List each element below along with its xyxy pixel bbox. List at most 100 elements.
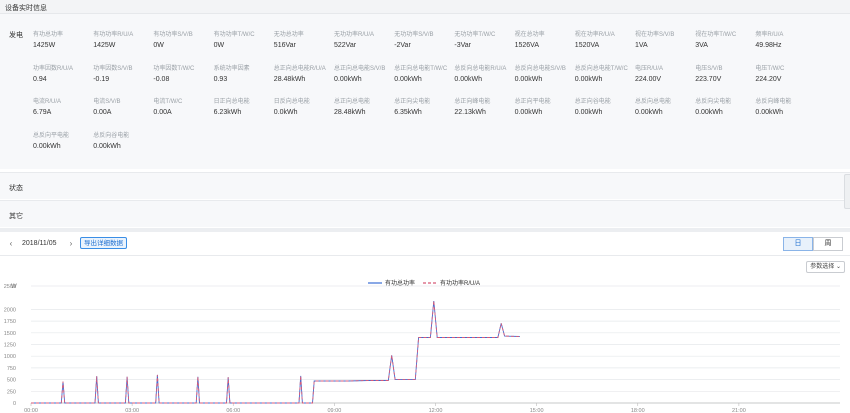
metric-cell: 系统功率因素 0.93 (214, 63, 274, 83)
metric-value: 0.00kWh (454, 76, 483, 83)
metric-cell: 总反向总电能R/U/A 0.00kWh (454, 63, 514, 83)
y-tick-label: 250 (7, 389, 16, 395)
metric-value: 0.00kWh (574, 109, 603, 116)
x-tick-label: 03:00 (125, 408, 139, 413)
metric-label: 总正向尖电能 (394, 99, 431, 105)
metric-cell: 总正向总电能T/W/C 0.00kWh (394, 63, 454, 83)
y-tick-label: 2500 (4, 284, 16, 290)
x-tick-label: 15:00 (530, 408, 544, 413)
metric-value: 28.48kWh (334, 109, 366, 116)
metric-value: 1425W (93, 42, 116, 49)
metric-cell: 总正向总电能 28.48kWh (334, 96, 394, 116)
status-section[interactable]: 状态 (0, 172, 850, 199)
metric-value: 0.00A (153, 109, 172, 116)
metric-value: 3VA (695, 42, 708, 49)
next-date-arrow-icon[interactable]: › (69, 239, 73, 248)
metric-label: 无功功率T/W/C (454, 32, 496, 38)
metric-value: -0.19 (93, 76, 110, 83)
x-tick-label: 06:00 (226, 408, 240, 413)
metric-cell: 总反向谷电能 0.00kWh (93, 130, 153, 150)
side-collapse-handle[interactable] (844, 174, 850, 209)
metric-cell: 视在功率T/W/C 3VA (695, 29, 755, 49)
metric-cell: 总正向总电能R/U/A 28.48kWh (274, 63, 334, 83)
metric-value: -3Var (454, 42, 471, 49)
metric-label: 功率因数R/U/A (33, 66, 74, 72)
metric-cell: 有功功率S/V/B 0W (153, 29, 213, 49)
metric-label: 视在功率T/W/C (695, 32, 737, 38)
tab-week[interactable]: 周 (813, 237, 843, 251)
metric-value: 6.79A (33, 109, 52, 116)
metric-label: 总反向峰电能 (755, 99, 792, 105)
y-tick-label: 1000 (4, 354, 16, 360)
metric-value: 0.00kWh (635, 109, 663, 116)
metric-value: 6.35kWh (394, 109, 422, 116)
metric-label: 有功功率R/U/A (93, 32, 134, 38)
metric-label: 频率R/U/A (755, 32, 784, 38)
metric-cell: 有功总功率 1425W (33, 29, 93, 49)
metric-value: 0.00kWh (394, 76, 422, 83)
metric-label: 电流T/W/C (153, 99, 183, 105)
page-title: 设备实时信息 (5, 5, 47, 12)
power-line-chart: W 0 250 500 750 1000 1250 1500 1750 2000 2500 00:00… (4, 279, 840, 413)
y-tick-label: 1250 (4, 343, 16, 349)
metric-label: 系统功率因素 (213, 66, 250, 72)
metric-value: 0W (213, 42, 225, 49)
metric-cell: 总正向谷电能 0.00kWh (575, 96, 635, 116)
metric-cell: 总反向峰电能 0.00kWh (755, 96, 815, 116)
metric-label: 总反向谷电能 (93, 133, 130, 139)
metric-cell: 总反向总电能T/W/C 0.00kWh (575, 63, 635, 83)
other-section[interactable]: 其它 (0, 200, 850, 227)
metric-cell: 总正向平电能 0.00kWh (515, 96, 575, 116)
metric-cell: 功率因数S/V/B -0.19 (93, 63, 153, 83)
tab-day[interactable]: 日 (783, 237, 813, 251)
status-section-label: 状态 (9, 185, 23, 192)
y-tick-label: 0 (13, 401, 16, 407)
metric-label: 总反向总电能 (635, 99, 672, 105)
x-tick-label: 21:00 (732, 408, 746, 413)
metric-label: 总反向尖电能 (695, 99, 732, 105)
metric-value: 1526VA (514, 42, 539, 49)
y-tick-label: 1500 (4, 331, 16, 337)
metric-label: 有功总功率 (33, 32, 64, 38)
metric-cell: 视在功率R/U/A 1520VA (575, 29, 635, 49)
metric-cell: 总正向尖电能 6.35kWh (394, 96, 454, 116)
param-select-dropdown[interactable]: 参数选择 ⌄ (806, 261, 845, 273)
metric-value: 0.00kWh (334, 76, 362, 83)
metric-cell: 无功总功率 516Var (274, 29, 334, 49)
metric-label: 无功功率S/V/B (394, 32, 434, 38)
metric-cell: 总正向峰电能 22.13kWh (454, 96, 514, 116)
metric-cell: 频率R/U/A 49.98Hz (755, 29, 815, 49)
x-tick-label: 12:00 (429, 408, 443, 413)
metric-cell: 无功功率S/V/B -2Var (394, 29, 454, 49)
metric-value: 0.00kWh (755, 109, 784, 116)
metric-value: 0.00kWh (514, 109, 543, 116)
metric-label: 电流S/V/B (93, 99, 121, 105)
chart-toolbar: ‹ 2018/11/05 › 导出详细数据 日 周 (0, 232, 850, 256)
metric-label: 电流R/U/A (33, 99, 62, 105)
metric-label: 总反向总电能S/V/B (514, 66, 566, 72)
metric-label: 总正向总电能S/V/B (334, 66, 386, 72)
metric-cell: 总正向总电能S/V/B 0.00kWh (334, 63, 394, 83)
metric-value: -2Var (394, 42, 411, 49)
y-tick-label: 750 (7, 366, 16, 372)
date-picker[interactable]: 2018/11/05 (22, 240, 57, 247)
metric-label: 无功总功率 (273, 32, 304, 38)
metric-label: 有功功率S/V/B (153, 32, 193, 38)
param-select-label: 参数选择 (810, 264, 835, 270)
metric-cell: 有功功率R/U/A 1425W (93, 29, 153, 49)
metric-value: 0.00kWh (574, 76, 603, 83)
metric-value: 1425W (33, 42, 56, 49)
export-detail-button[interactable]: 导出详细数据 (80, 237, 127, 249)
metric-cell: 视在功率S/V/B 1VA (635, 29, 695, 49)
y-tick-label: 1750 (4, 319, 16, 325)
metric-value: 28.48kWh (273, 76, 306, 83)
metric-value: 0.93 (213, 76, 228, 83)
metric-label: 总正向总电能T/W/C (394, 66, 448, 72)
metric-cell: 电流T/W/C 0.00A (153, 96, 213, 116)
prev-date-arrow-icon[interactable]: ‹ (9, 239, 13, 248)
metric-value: 522Var (334, 42, 357, 49)
x-tick-label: 00:00 (24, 408, 38, 413)
metric-value: 0.00kWh (514, 76, 543, 83)
metric-cell: 电压S/V/B 223.70V (695, 63, 755, 83)
metric-cell: 无功功率R/U/A 522Var (334, 29, 394, 49)
